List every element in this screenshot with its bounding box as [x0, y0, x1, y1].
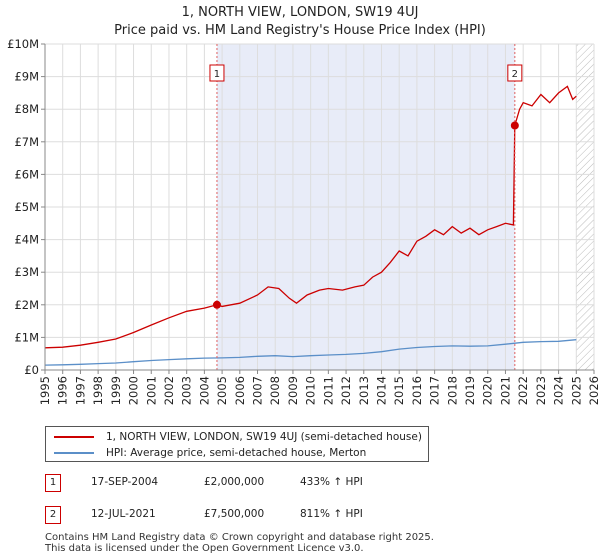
sale-marker-label: 2 — [512, 69, 518, 80]
x-tick-label: 2026 — [587, 376, 600, 405]
x-tick-label: 2019 — [463, 376, 477, 405]
x-tick-label: 2024 — [552, 376, 566, 405]
sale-point — [212, 300, 221, 309]
legend: 1, NORTH VIEW, LONDON, SW19 4UJ (semi-de… — [45, 426, 429, 462]
sale-date: 12-JUL-2021 — [91, 508, 156, 520]
sale-marker-box — [209, 64, 225, 82]
sale-price: £2,000,000 — [204, 476, 265, 488]
x-tick-label: 1995 — [38, 376, 52, 405]
x-tick-label: 2009 — [286, 376, 300, 405]
sale-row: 1 17-SEP-2004 £2,000,000 433% ↑ HPI — [45, 474, 425, 492]
y-tick-label: £8M — [14, 102, 39, 116]
legend-label-hpi: HPI: Average price, semi-detached house,… — [106, 447, 367, 459]
y-tick-label: £9M — [14, 70, 39, 84]
x-tick-label: 2016 — [410, 376, 424, 405]
sale-hpi-change: 433% ↑ HPI — [300, 476, 363, 488]
y-tick-label: £0 — [24, 363, 39, 377]
sale-hpi-change: 811% ↑ HPI — [300, 508, 363, 520]
chart-subtitle: Price paid vs. HM Land Registry's House … — [114, 23, 486, 38]
y-tick-label: £6M — [14, 167, 39, 181]
x-tick-label: 2023 — [534, 376, 548, 405]
sale-marker-badge: 2 — [45, 506, 61, 524]
legend-swatch-hpi — [54, 452, 94, 454]
x-tick-label: 1997 — [73, 376, 87, 405]
x-tick-label: 2013 — [357, 376, 371, 405]
x-tick-label: 2008 — [268, 376, 282, 405]
x-tick-label: 2018 — [445, 376, 459, 405]
x-tick-label: 2004 — [197, 376, 211, 405]
x-tick-label: 1999 — [109, 376, 123, 405]
legend-item-property: 1, NORTH VIEW, LONDON, SW19 4UJ (semi-de… — [54, 429, 422, 445]
x-tick-label: 2005 — [215, 376, 229, 405]
x-tick-label: 2001 — [144, 376, 158, 405]
sale-price: £7,500,000 — [204, 508, 265, 520]
x-tick-label: 2006 — [233, 376, 247, 405]
x-tick-label: 2015 — [392, 376, 406, 405]
x-tick-label: 2022 — [516, 376, 530, 405]
x-tick-label: 2011 — [321, 376, 335, 405]
x-tick-label: 2003 — [180, 376, 194, 405]
y-tick-label: £2M — [14, 298, 39, 312]
footer: Contains HM Land Registry data © Crown c… — [45, 532, 434, 554]
x-tick-label: 2017 — [428, 376, 442, 405]
sale-marker-box — [507, 64, 523, 82]
sale-marker-badge: 1 — [45, 474, 61, 492]
y-tick-label: £7M — [14, 135, 39, 149]
x-tick-label: 2002 — [162, 376, 176, 405]
series-line-property — [44, 85, 577, 349]
legend-swatch-property — [54, 436, 94, 438]
sale-row: 2 12-JUL-2021 £7,500,000 811% ↑ HPI — [45, 506, 425, 524]
sale-point — [510, 121, 519, 130]
price-chart: 1 2 £0 £1M £2M £3M £4M £5M £6M £7M £8M £9M £10M 1995… — [7, 37, 600, 405]
sale-date: 17-SEP-2004 — [91, 476, 159, 488]
legend-label-property: 1, NORTH VIEW, LONDON, SW19 4UJ (semi-de… — [106, 431, 422, 443]
y-tick-label: £1M — [14, 330, 39, 344]
x-tick-label: 2025 — [569, 376, 583, 405]
y-tick-label: £3M — [14, 265, 39, 279]
x-tick-label: 2000 — [127, 376, 141, 405]
series-line-hpi — [44, 339, 577, 366]
x-tick-label: 2021 — [498, 376, 512, 405]
x-tick-label: 1996 — [56, 376, 70, 405]
x-tick-label: 1998 — [91, 376, 105, 405]
x-tick-label: 2007 — [251, 376, 265, 405]
y-tick-label: £4M — [14, 233, 39, 247]
x-tick-label: 2014 — [374, 376, 388, 405]
chart-title-block: 1, NORTH VIEW, LONDON, SW19 4UJ Price pa… — [0, 4, 600, 40]
y-tick-label: £10M — [7, 37, 39, 51]
footer-licence: This data is licensed under the Open Gov… — [45, 543, 364, 554]
footer-copyright: Contains HM Land Registry data © Crown c… — [45, 532, 434, 543]
x-tick-label: 2012 — [339, 376, 353, 405]
x-tick-label: 2020 — [481, 376, 495, 405]
legend-item-hpi: HPI: Average price, semi-detached house,… — [54, 445, 366, 461]
sale-marker-label: 1 — [214, 69, 220, 80]
y-tick-label: £5M — [14, 200, 39, 214]
chart-title: 1, NORTH VIEW, LONDON, SW19 4UJ — [181, 5, 419, 20]
x-tick-label: 2010 — [304, 376, 318, 405]
